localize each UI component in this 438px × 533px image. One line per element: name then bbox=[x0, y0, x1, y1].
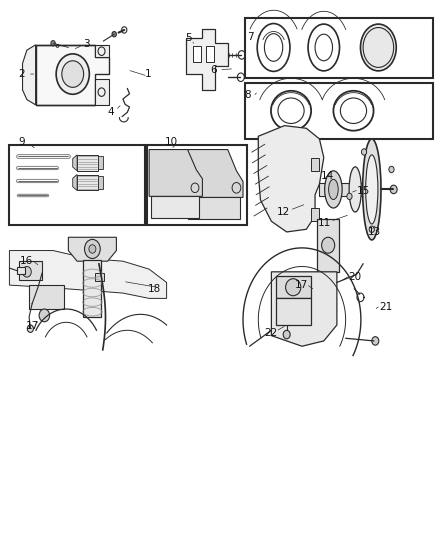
Text: 11: 11 bbox=[318, 218, 331, 228]
Polygon shape bbox=[10, 251, 166, 298]
Circle shape bbox=[22, 266, 31, 277]
Polygon shape bbox=[19, 261, 42, 280]
Circle shape bbox=[390, 185, 397, 193]
Polygon shape bbox=[95, 79, 109, 105]
Text: 10: 10 bbox=[165, 136, 178, 147]
Circle shape bbox=[112, 31, 117, 37]
Circle shape bbox=[347, 193, 352, 199]
Polygon shape bbox=[98, 176, 103, 189]
Circle shape bbox=[85, 239, 100, 259]
Text: 7: 7 bbox=[247, 32, 254, 42]
Bar bbox=[95, 273, 104, 281]
Circle shape bbox=[62, 61, 84, 87]
Circle shape bbox=[389, 166, 394, 173]
Polygon shape bbox=[276, 298, 311, 325]
Circle shape bbox=[283, 330, 290, 339]
Polygon shape bbox=[186, 29, 228, 90]
Circle shape bbox=[321, 237, 335, 253]
Polygon shape bbox=[22, 45, 35, 105]
Bar bbox=[319, 183, 363, 196]
Polygon shape bbox=[29, 285, 64, 309]
Polygon shape bbox=[276, 276, 311, 298]
Polygon shape bbox=[95, 45, 109, 57]
Polygon shape bbox=[258, 126, 324, 232]
Text: 2: 2 bbox=[18, 69, 25, 79]
Ellipse shape bbox=[366, 155, 378, 224]
Polygon shape bbox=[151, 196, 199, 217]
Bar bbox=[206, 46, 214, 62]
Text: 4: 4 bbox=[108, 107, 114, 117]
Polygon shape bbox=[17, 266, 25, 274]
Text: 6: 6 bbox=[210, 65, 217, 75]
Ellipse shape bbox=[349, 167, 361, 212]
Circle shape bbox=[369, 226, 374, 232]
Bar bbox=[317, 219, 339, 272]
Polygon shape bbox=[182, 150, 243, 197]
Text: 8: 8 bbox=[244, 90, 251, 100]
Text: 5: 5 bbox=[185, 33, 192, 43]
Polygon shape bbox=[272, 272, 337, 346]
Text: 17: 17 bbox=[294, 280, 308, 290]
Ellipse shape bbox=[328, 179, 338, 199]
Ellipse shape bbox=[363, 139, 381, 240]
Text: 21: 21 bbox=[379, 302, 392, 312]
Text: 9: 9 bbox=[18, 136, 25, 147]
Text: 16: 16 bbox=[19, 256, 33, 266]
Ellipse shape bbox=[360, 24, 396, 71]
Bar bbox=[193, 46, 201, 62]
Text: 14: 14 bbox=[321, 171, 334, 181]
Text: 22: 22 bbox=[264, 328, 277, 338]
Polygon shape bbox=[73, 174, 77, 190]
Circle shape bbox=[27, 325, 33, 333]
Text: 3: 3 bbox=[83, 39, 90, 49]
Circle shape bbox=[56, 54, 89, 94]
Polygon shape bbox=[73, 155, 77, 171]
Polygon shape bbox=[188, 197, 240, 219]
Circle shape bbox=[89, 245, 96, 253]
Bar bbox=[83, 260, 101, 317]
Text: 20: 20 bbox=[349, 272, 362, 282]
Text: 17: 17 bbox=[26, 321, 39, 331]
Bar bbox=[9, 146, 145, 225]
Bar bbox=[147, 146, 247, 225]
Ellipse shape bbox=[325, 171, 342, 208]
Circle shape bbox=[39, 309, 49, 322]
Text: 13: 13 bbox=[368, 227, 381, 237]
Polygon shape bbox=[98, 157, 103, 169]
Circle shape bbox=[372, 337, 379, 345]
Ellipse shape bbox=[286, 279, 301, 296]
Bar bbox=[245, 18, 433, 78]
Circle shape bbox=[361, 149, 367, 155]
Polygon shape bbox=[35, 45, 109, 105]
Text: 18: 18 bbox=[148, 284, 161, 294]
Circle shape bbox=[51, 41, 55, 46]
Text: 15: 15 bbox=[357, 186, 370, 196]
Bar bbox=[245, 83, 433, 139]
Polygon shape bbox=[311, 208, 319, 221]
Polygon shape bbox=[311, 158, 319, 171]
Polygon shape bbox=[68, 237, 117, 261]
Polygon shape bbox=[149, 150, 202, 196]
Text: 1: 1 bbox=[145, 69, 151, 79]
Text: 12: 12 bbox=[277, 207, 290, 217]
Bar bbox=[77, 174, 98, 190]
Bar bbox=[77, 155, 98, 171]
